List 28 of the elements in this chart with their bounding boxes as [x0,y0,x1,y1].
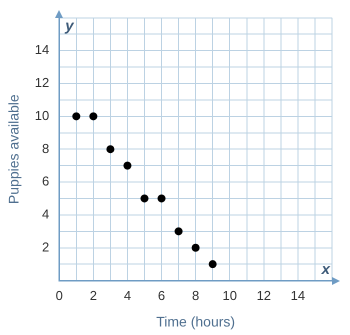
point [106,145,114,154]
point [123,162,132,170]
point [72,112,80,120]
point [140,194,148,202]
x-tick-label: 8 [192,288,200,303]
x-tick-label: 4 [124,288,132,303]
y-tick-label: 10 [34,108,50,123]
y-tick-label: 6 [42,174,50,189]
y-tick-label: 8 [42,140,50,156]
point [208,260,217,268]
annotation: y [64,17,74,34]
x-tick-label: 6 [158,288,166,303]
x-tick-label: 14 [290,288,306,303]
y-tick-label: 4 [42,206,50,222]
x-tick-label: 0 [56,288,63,303]
point [158,194,166,202]
x-tick-label: 10 [222,288,237,303]
y-tick-label: 14 [34,42,50,58]
x-axis-title: Time (hours) [156,313,236,330]
annotation: x [320,261,331,278]
point [192,244,200,252]
y-tick-label: 12 [34,75,50,90]
y-tick-label: 2 [42,239,50,254]
point [89,112,98,120]
y-axis-title: Puppies available [5,94,22,204]
x-tick-label: 12 [256,288,272,303]
x-tick-label: 2 [90,288,97,303]
point [174,227,183,236]
